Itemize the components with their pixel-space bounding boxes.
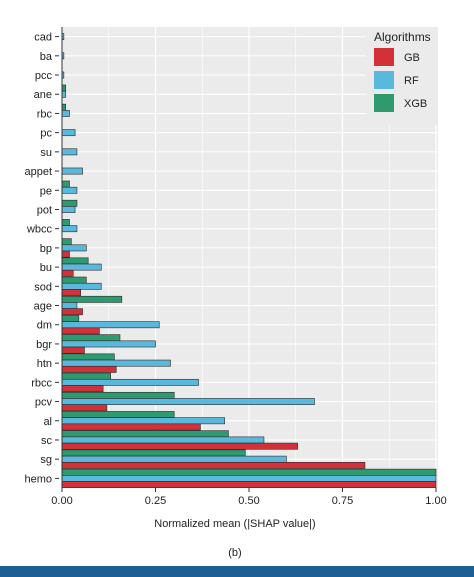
bar-gb-pcv [61,404,108,412]
y-tick-label: cad [34,32,52,44]
bar-xgb-bp [61,238,72,246]
bars [61,27,437,488]
y-tick-label: sod [34,281,52,293]
bar-gb-rbcc [61,385,104,392]
y-tick-label: dm [37,320,52,332]
bar-rf-dm [61,321,160,329]
y-tick-label: pcc [35,70,53,82]
legend: Algorithms GB RF XGB [366,27,438,125]
y-tick-label: sc [41,435,53,447]
y-tick-labels: cad ba pcc ane rbc pc su appet pe pot wbcc bp bu sod a… [24,32,59,485]
bar-rf-bgr [61,340,156,348]
bar-rf-bu [61,263,102,271]
x-tick-label: 0.25 [145,495,166,507]
bar-rf-rbc [61,110,70,117]
bar-rf-al [61,417,225,425]
y-tick-label: appet [24,166,52,178]
y-tick-label: pe [40,185,52,197]
legend-label-xgb: XGB [404,98,427,110]
y-tick-label: al [43,416,52,428]
bar-xgb-age [61,295,123,303]
y-tick-label: ba [40,51,53,63]
bar-rf-pe [61,186,78,194]
bar-xgb-sc [61,430,229,438]
y-tick-label: wbcc [26,224,53,236]
bar-gb-htn [61,365,117,373]
y-tick-label: htn [37,358,52,370]
y-tick-label: pcv [35,397,53,409]
bar-gb-al [61,423,201,431]
y-tick-label: pot [37,204,52,216]
bar-rf-wbcc [61,225,78,233]
bar-rf-hemo [61,474,437,482]
y-tick-label: pc [40,128,52,140]
bar-rf-htn [61,359,171,367]
bar-xgb-bgr [61,334,121,342]
bar-xgb-rbc [61,103,67,111]
bar-gb-age [61,308,83,316]
bar-gb-sg [61,461,366,469]
y-tick-label: hemo [24,473,52,485]
bar-rf-pc [61,129,76,137]
bar-gb-bp [61,250,70,258]
bar-rf-rbcc [61,378,199,386]
bar-gb-sc [61,442,298,450]
legend-items: GB RF XGB [374,48,427,112]
bottom-bar [0,566,474,577]
bar-rf-sod [61,282,102,290]
y-tick-label: age [34,301,52,313]
x-tick-labels: 0.00 0.25 0.50 0.75 1.00 [51,488,447,507]
x-tick-label: 0.50 [238,495,259,507]
bar-rf-sc [61,436,265,444]
bar-xgb-ane [61,84,67,92]
x-axis-label: Normalized mean (|SHAP value|) [154,518,315,530]
bar-xgb-htn [61,353,115,361]
bar-xgb-sod [61,276,87,284]
legend-key-gb [374,48,394,66]
legend-key-rf [374,71,394,89]
y-tick-label: rbc [37,108,53,120]
bar-rf-appet [61,167,83,175]
bar-xgb-pcv [61,391,175,399]
bar-rf-pcv [61,398,315,405]
bar-gb-hemo [61,481,437,488]
bar-gb-bu [61,269,74,277]
legend-label-rf: RF [404,75,419,87]
y-tick-label: bgr [36,339,52,351]
x-tick-label: 0.00 [51,495,72,507]
y-tick-label: bu [40,262,52,274]
bar-xgb-hemo [61,468,437,476]
legend-title: Algorithms [374,30,431,44]
x-tick-label: 1.00 [425,495,446,507]
bar-rf-sg [61,455,287,463]
bar-gb-bgr [61,346,85,354]
panel-label: (b) [228,547,241,559]
bar-rf-age [61,302,78,309]
y-tick-label: su [40,147,52,159]
bar-rf-bp [61,244,87,252]
legend-key-xgb [374,94,394,112]
bar-xgb-pe [61,180,70,188]
x-tick-label: 0.75 [332,495,353,507]
bar-xgb-al [61,411,175,418]
bar-xgb-pot [61,199,78,207]
bar-rf-su [61,148,78,156]
bar-gb-dm [61,327,100,335]
bar-xgb-rbcc [61,372,111,380]
y-tick-label: bp [40,243,52,255]
y-tick-label: rbcc [31,377,52,389]
bar-rf-pot [61,206,76,213]
y-tick-label: ane [34,89,52,101]
legend-label-gb: GB [404,52,420,64]
bar-xgb-bu [61,257,89,265]
bar-gb-sod [61,289,82,296]
y-tick-label: sg [40,454,52,466]
bar-rf-ane [61,90,67,98]
bar-xgb-wbcc [61,219,70,226]
bar-xgb-dm [61,315,80,322]
bar-xgb-sg [61,449,246,457]
